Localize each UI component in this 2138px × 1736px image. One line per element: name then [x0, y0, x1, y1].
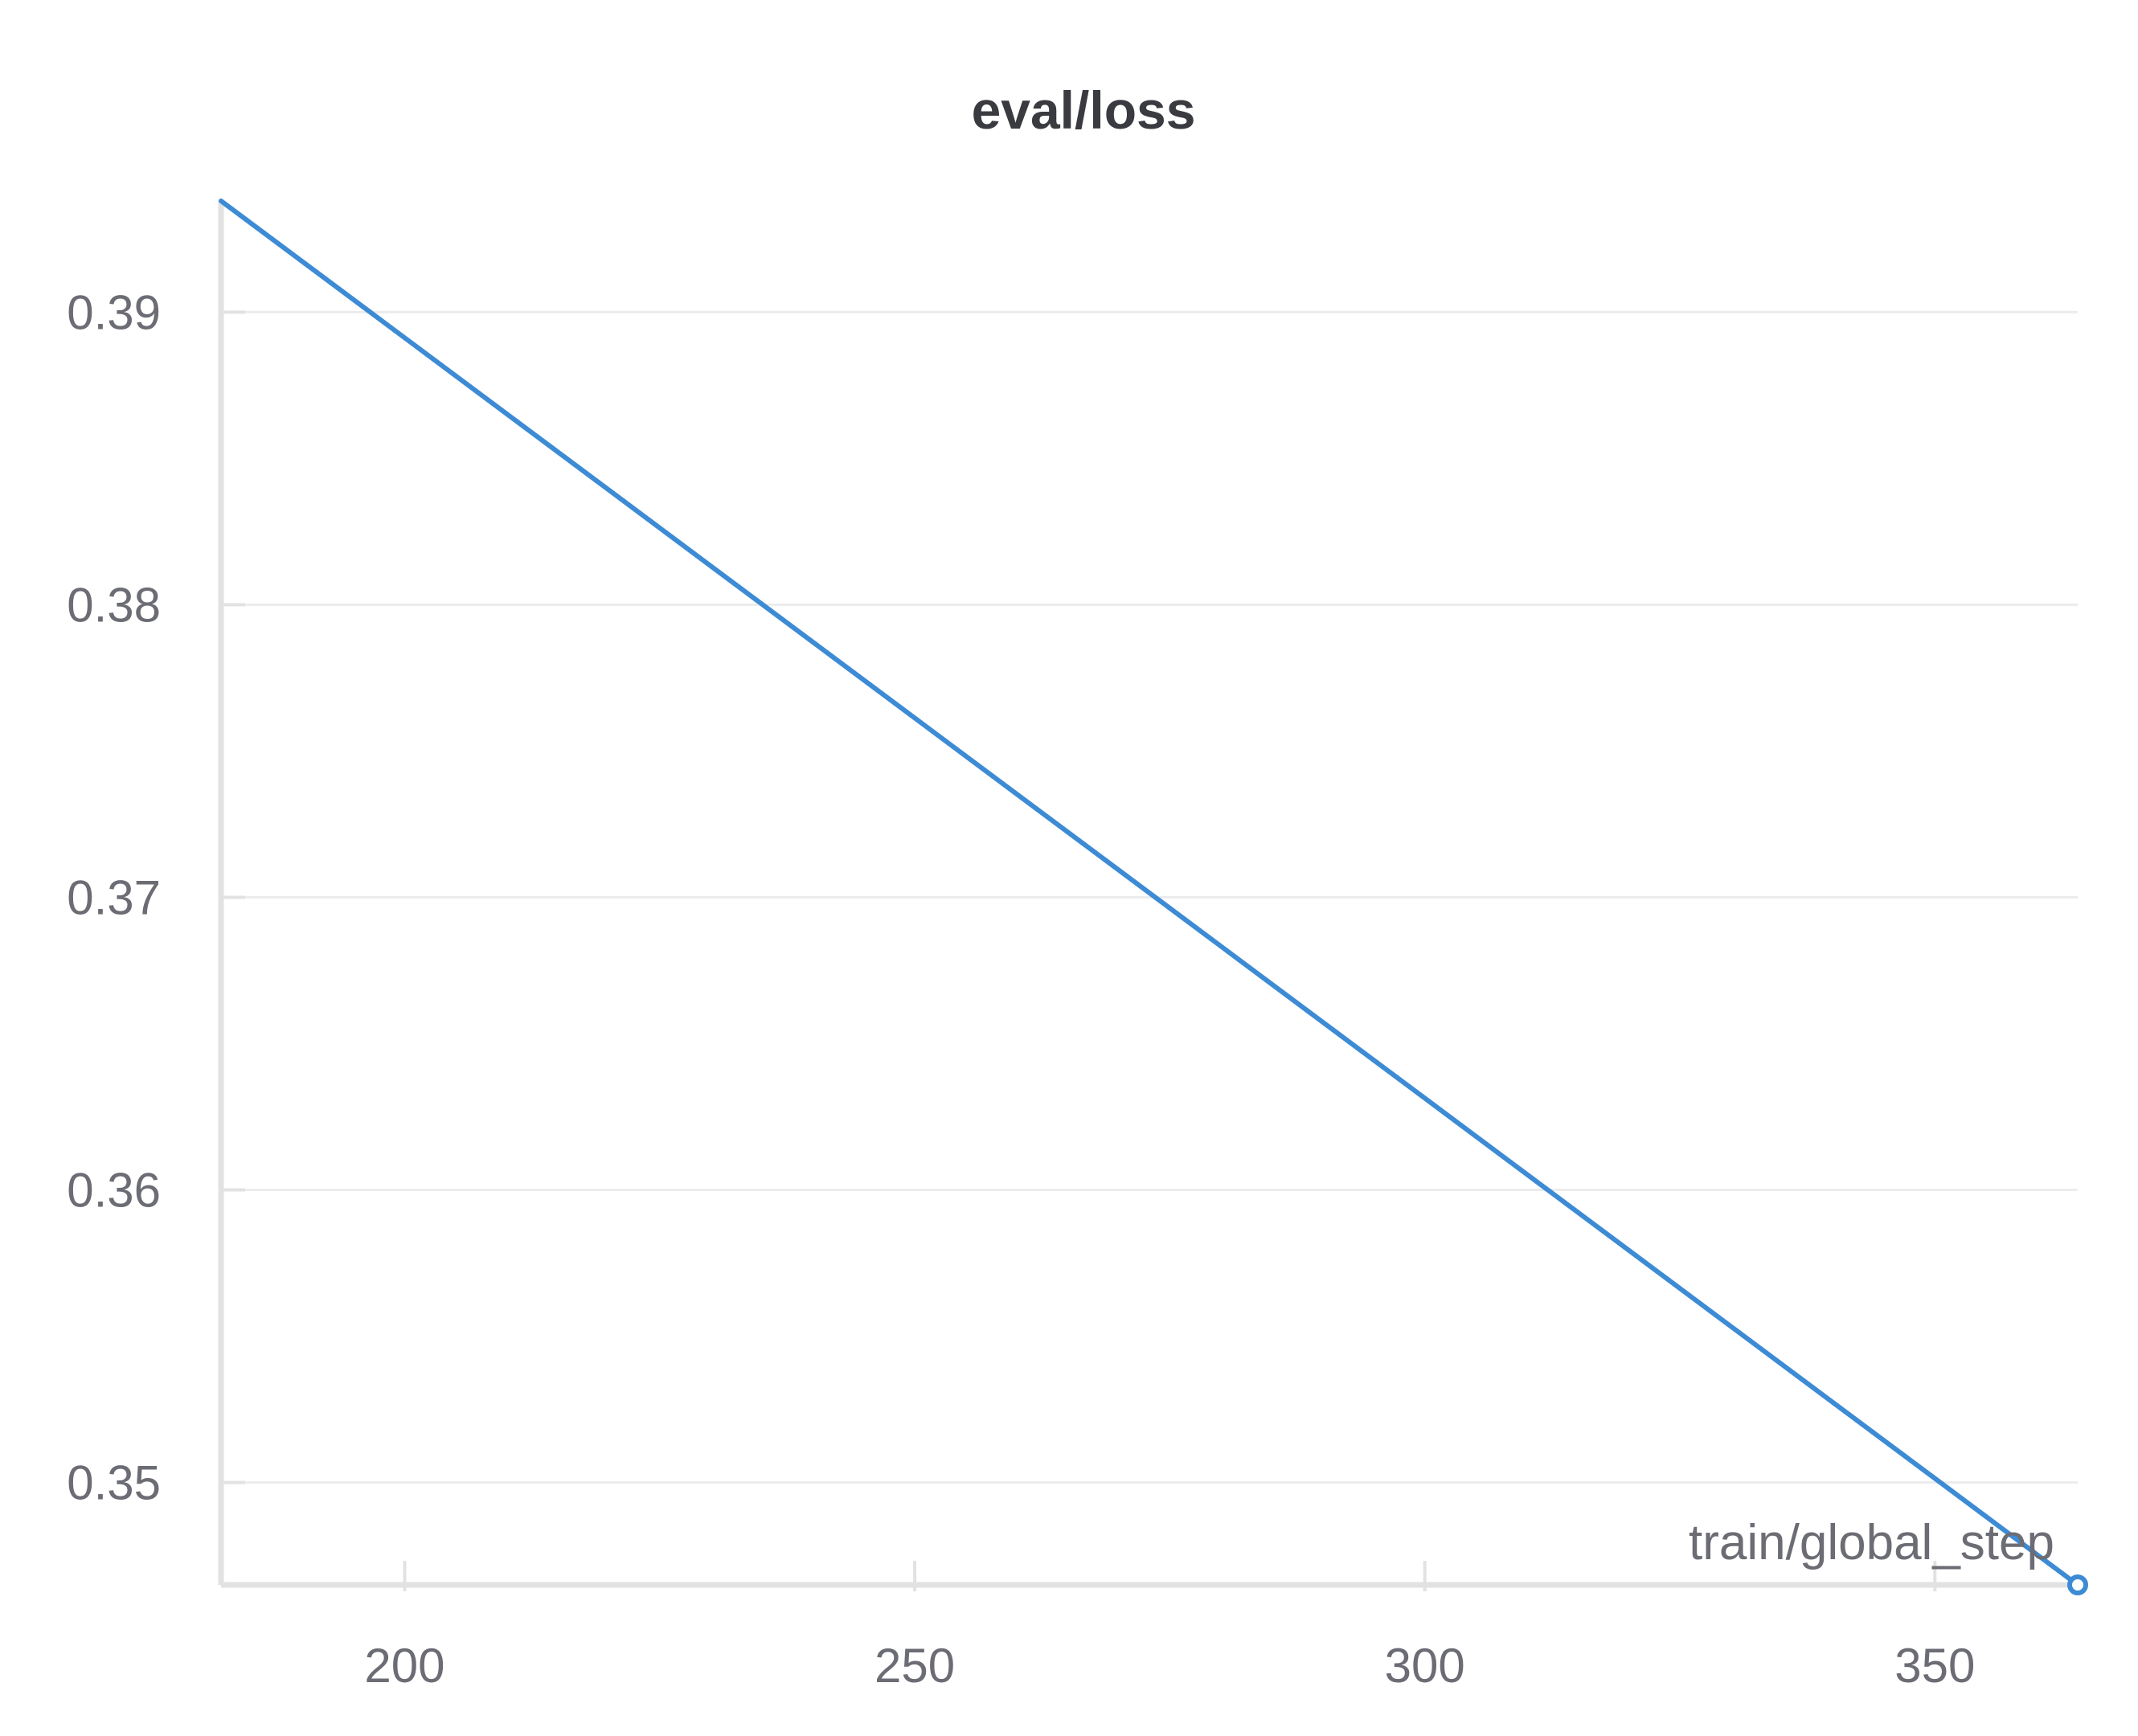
y-tick-label: 0.38 — [67, 578, 161, 632]
y-tick-label: 0.35 — [67, 1456, 161, 1510]
y-tick-label: 0.39 — [67, 285, 161, 339]
x-axis-label: train/global_step — [1689, 1515, 2054, 1570]
chart-title: eval/loss — [972, 80, 1196, 140]
y-tick-label: 0.36 — [67, 1164, 161, 1218]
grid-lines — [221, 310, 2078, 1484]
x-tick-label: 250 — [874, 1639, 955, 1693]
x-tick-label: 200 — [364, 1639, 444, 1693]
x-tick-label: 300 — [1385, 1639, 1465, 1693]
axes: 0.35 0.36 0.37 0.38 0.39 200 250 300 350 — [67, 201, 2078, 1693]
series-layer — [219, 199, 2088, 1595]
series-line — [219, 199, 2080, 1587]
y-tick-label: 0.37 — [67, 870, 161, 924]
x-tick-label: 350 — [1894, 1639, 1975, 1693]
series-end-marker — [2067, 1574, 2088, 1595]
